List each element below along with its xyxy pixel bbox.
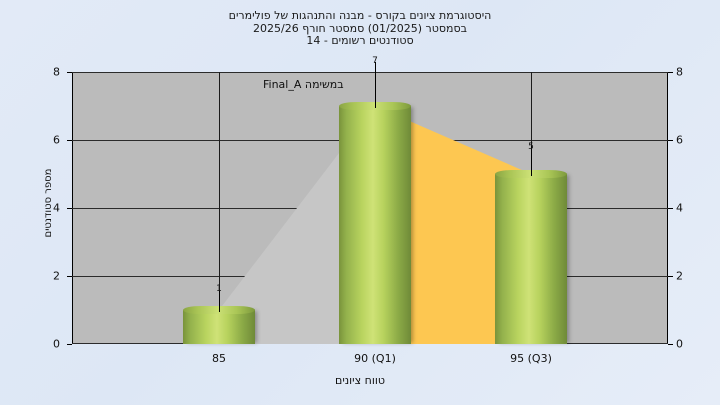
gridline-y-8: [72, 72, 668, 73]
y-tick-right-8: 8: [676, 65, 683, 79]
bar-value-label-85: 1: [216, 284, 222, 294]
y-tickmark-left-6: [67, 140, 72, 141]
x-tick-85: 85: [212, 352, 226, 365]
y-tickmark-left-4: [67, 208, 72, 209]
y-tickmark-right-8: [668, 72, 673, 73]
y-tick-left-4: 4: [53, 201, 60, 215]
y-tickmark-left-2: [67, 276, 72, 277]
area-fill-layer: [219, 106, 531, 344]
x-axis-title: טווח ציונים: [335, 374, 385, 387]
bar-value-label-95: 5: [528, 142, 534, 152]
chart-title: היסטוגרמת ציונים בקורס - מבנה והתנהגות ש…: [0, 9, 720, 48]
y-tickmark-right-6: [668, 140, 673, 141]
chart-title-line-1: היסטוגרמת ציונים בקורס - מבנה והתנהגות ש…: [228, 9, 492, 22]
y-axis-title: מספר סטודנטים: [42, 168, 54, 237]
y-tick-right-2: 2: [676, 269, 683, 283]
y-tickmark-left-0: [67, 344, 72, 345]
plot-area: 1 7 5 במשימה Final_A: [72, 56, 668, 344]
y-tick-right-4: 4: [676, 201, 683, 215]
annotation-final-a: במשימה Final_A: [263, 78, 344, 91]
chart-title-line-2: בסמסטר (01/2025) סמסטר חורף 2025/26: [253, 21, 467, 35]
x-tick-95: 95 (Q3): [510, 352, 552, 365]
y-tickmark-right-2: [668, 276, 673, 277]
x-tick-90: 90 (Q1): [354, 352, 396, 365]
y-tick-left-2: 2: [53, 269, 60, 283]
marker-line-90: [375, 62, 376, 108]
bar-90: [339, 102, 411, 344]
y-tick-right-6: 6: [676, 133, 683, 147]
gridline-x-85: [219, 72, 220, 344]
y-tickmark-right-4: [668, 208, 673, 209]
y-tick-right-0: 0: [676, 337, 683, 351]
bar-85: [183, 306, 255, 344]
y-tick-left-6: 6: [53, 133, 60, 147]
area-fill-orange: [375, 106, 531, 344]
y-tick-left-0: 0: [53, 337, 60, 351]
bar-95: [495, 170, 567, 344]
y-tickmark-right-0: [668, 344, 673, 345]
area-fill-gray: [219, 106, 375, 344]
y-tick-left-8: 8: [53, 65, 60, 79]
bar-value-label-90: 7: [372, 56, 378, 66]
marker-line-85: [219, 290, 220, 312]
chart-title-line-3: סטודנטים רשומים - 14: [306, 34, 414, 47]
marker-line-95: [531, 146, 532, 176]
y-tickmark-left-8: [67, 72, 72, 73]
